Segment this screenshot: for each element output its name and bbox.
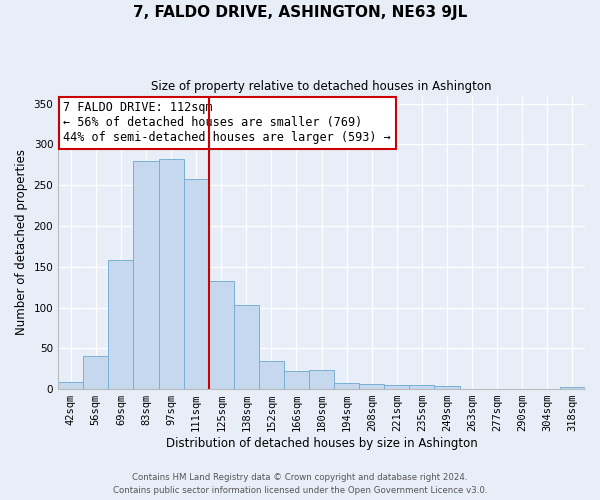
Bar [560,388,585,389]
Text: Contains HM Land Registry data © Crown copyright and database right 2024.
Contai: Contains HM Land Registry data © Crown c… [113,474,487,495]
Bar [309,370,334,389]
Bar [58,382,83,389]
Bar [133,161,158,389]
Y-axis label: Number of detached properties: Number of detached properties [15,150,28,336]
Bar [284,371,309,389]
Title: Size of property relative to detached houses in Ashington: Size of property relative to detached ho… [151,80,492,93]
X-axis label: Distribution of detached houses by size in Ashington: Distribution of detached houses by size … [166,437,478,450]
Bar [184,178,209,389]
Bar [359,384,385,389]
Bar [259,360,284,389]
Bar [334,384,359,389]
Bar [83,356,109,389]
Text: 7 FALDO DRIVE: 112sqm
← 56% of detached houses are smaller (769)
44% of semi-det: 7 FALDO DRIVE: 112sqm ← 56% of detached … [64,102,391,144]
Bar [385,385,409,389]
Bar [434,386,460,389]
Bar [409,385,434,389]
Bar [234,305,259,389]
Bar [158,159,184,389]
Bar [109,260,133,389]
Text: 7, FALDO DRIVE, ASHINGTON, NE63 9JL: 7, FALDO DRIVE, ASHINGTON, NE63 9JL [133,5,467,20]
Bar [209,280,234,389]
